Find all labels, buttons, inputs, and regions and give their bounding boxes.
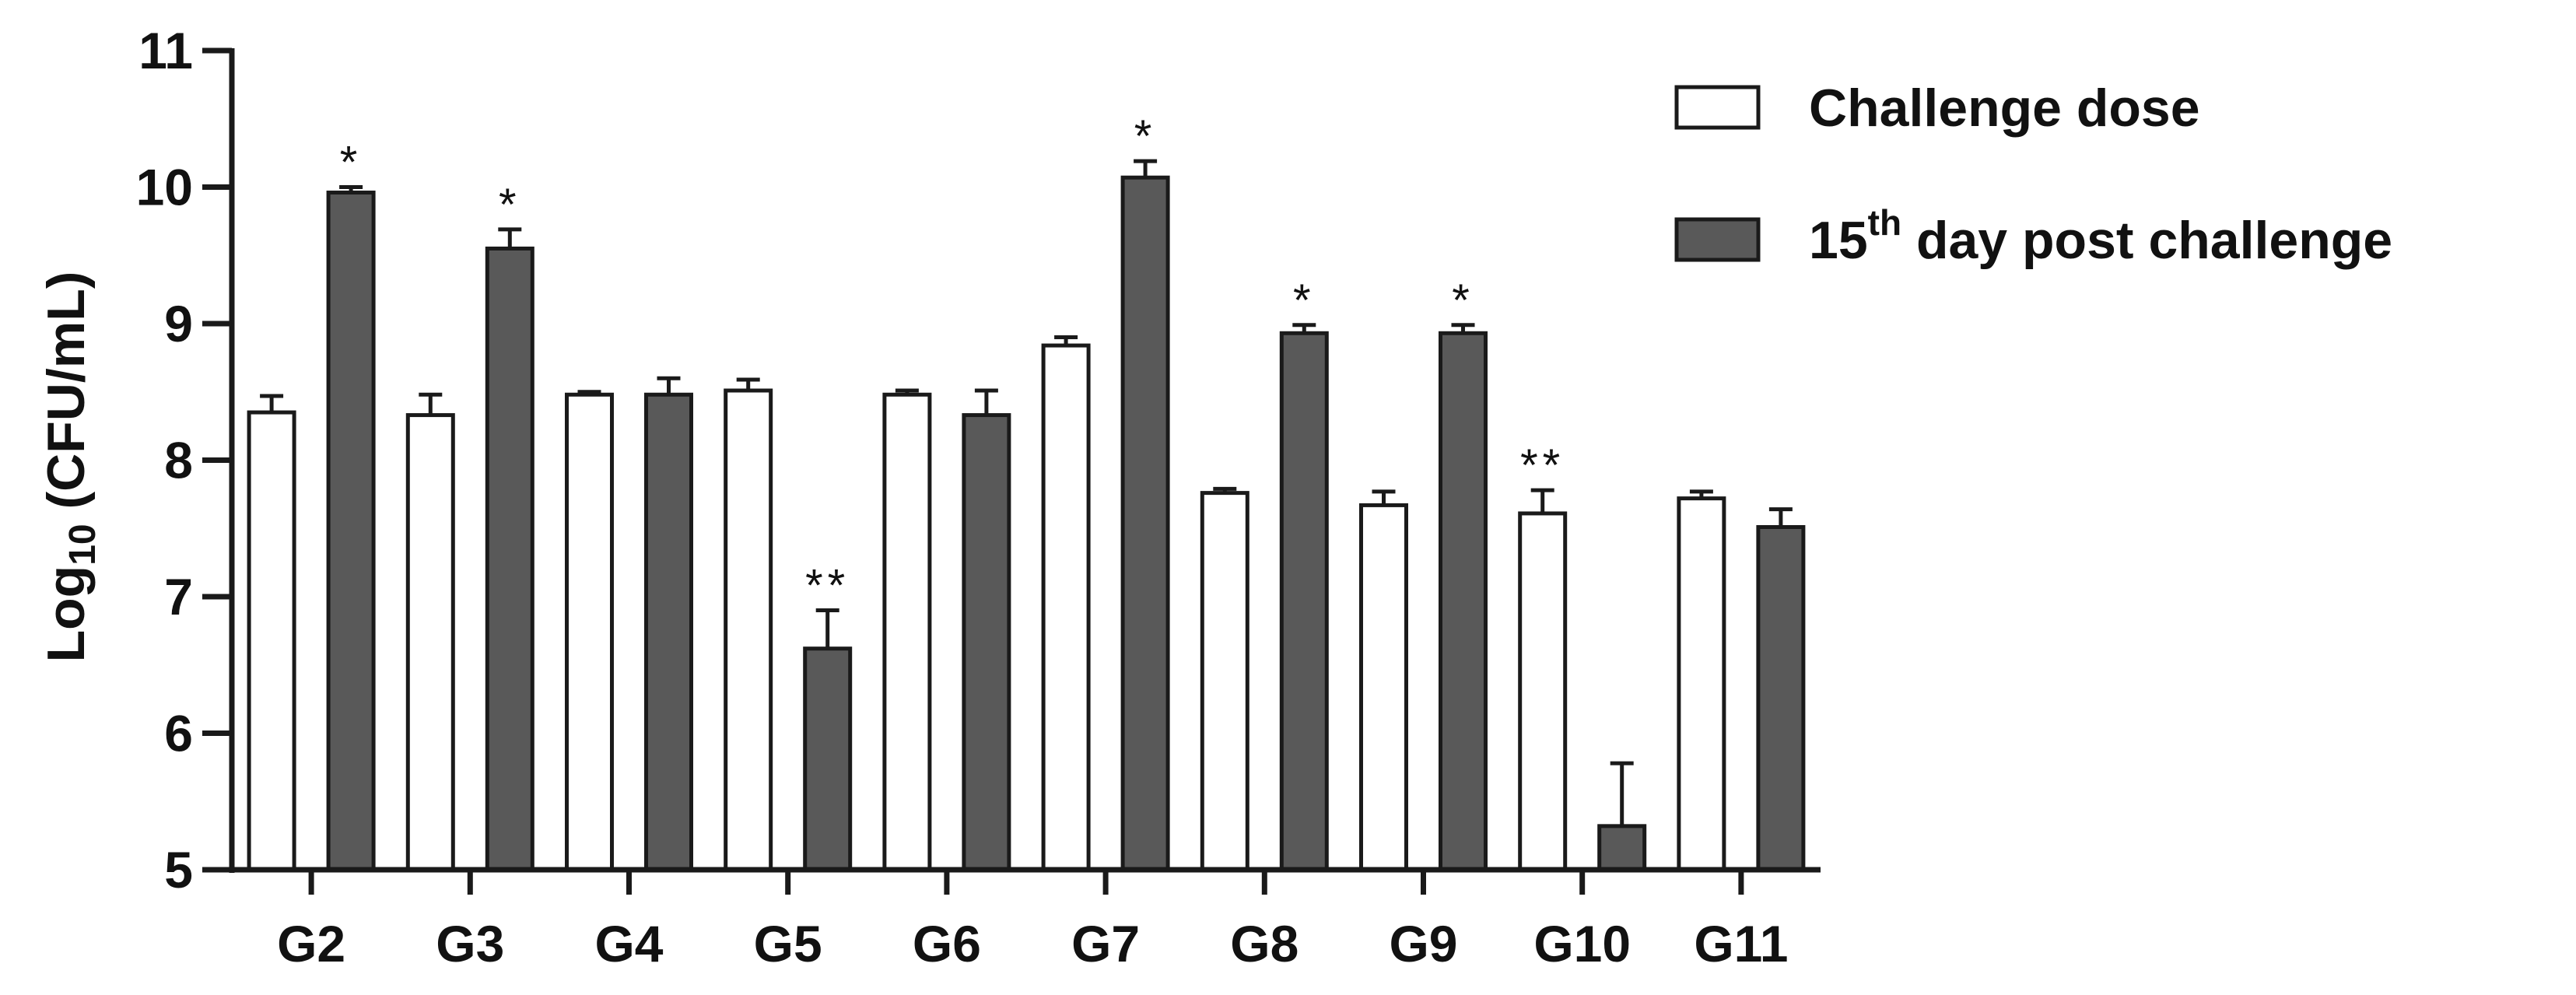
bar-group-g9: * xyxy=(1359,275,1488,872)
x-tick-label-g4: G4 xyxy=(594,915,663,972)
x-tick-label-g7: G7 xyxy=(1071,915,1140,972)
bar-group-g5: ** xyxy=(724,377,853,872)
x-tick-label-g2: G2 xyxy=(277,915,345,972)
x-tick-label-g6: G6 xyxy=(913,915,981,972)
y-axis-label-unit: (CFU/mL) xyxy=(37,272,96,524)
x-tick-label-g3: G3 xyxy=(436,915,504,972)
significance-15th-day-g8: * xyxy=(1293,275,1316,326)
x-tick-label-g10: G10 xyxy=(1533,915,1631,972)
legend-label-15th-day-number: 15 xyxy=(1809,211,1868,270)
bar-15th-day-g7 xyxy=(1120,175,1170,872)
bar-group-g11 xyxy=(1677,489,1806,872)
bar-group-g8: * xyxy=(1200,275,1329,872)
y-tick-label-7: 7 xyxy=(164,568,193,625)
bar-challenge-dose-g2 xyxy=(247,410,296,872)
y-tick-label-9: 9 xyxy=(164,295,193,352)
x-tick-label-g11: G11 xyxy=(1694,915,1788,972)
y-axis-label-main: Log xyxy=(37,566,96,663)
bar-group-g10: ** xyxy=(1518,440,1647,872)
x-tick-label-g5: G5 xyxy=(754,915,822,972)
y-tick-label-6: 6 xyxy=(164,705,193,762)
bar-group-g7: * xyxy=(1041,111,1170,872)
bar-15th-day-g6 xyxy=(962,413,1011,872)
y-axis-label: Log10 (CFU/mL) xyxy=(37,272,103,663)
legend-label-challenge-dose: Challenge dose xyxy=(1809,79,2200,138)
bar-challenge-dose-g3 xyxy=(405,413,455,872)
significance-15th-day-g7: * xyxy=(1134,111,1157,162)
y-tick-label-5: 5 xyxy=(164,841,193,899)
bar-challenge-dose-g7 xyxy=(1041,343,1091,872)
bar-15th-day-g9 xyxy=(1439,331,1488,872)
bar-challenge-dose-g8 xyxy=(1200,491,1249,872)
legend: Challenge dose 15th day post challenge xyxy=(1674,79,2392,270)
y-tick-label-11: 11 xyxy=(138,22,193,79)
bar-challenge-dose-g9 xyxy=(1359,503,1408,872)
x-tick-label-g9: G9 xyxy=(1389,915,1457,972)
bar-15th-day-g11 xyxy=(1756,524,1806,872)
significance-challenge-dose-g10: ** xyxy=(1520,440,1565,491)
bars: ****** *** xyxy=(247,111,1806,872)
bar-15th-day-g8 xyxy=(1279,331,1329,872)
bar-challenge-dose-g10 xyxy=(1518,511,1568,872)
bar-15th-day-g10 xyxy=(1597,824,1647,872)
y-tick-label-8: 8 xyxy=(164,432,193,489)
y-axis-label-subscript: 10 xyxy=(62,524,103,565)
bar-15th-day-g5 xyxy=(803,646,853,872)
bar-group-g3: * xyxy=(405,180,534,872)
bar-15th-day-g2 xyxy=(326,191,376,872)
legend-swatch-challenge-dose xyxy=(1674,85,1761,130)
bar-challenge-dose-g4 xyxy=(565,392,614,872)
bar-15th-day-g3 xyxy=(485,246,534,872)
bar-group-g4 xyxy=(565,376,693,872)
bar-group-g2: * xyxy=(247,138,376,872)
legend-swatch-15th-day xyxy=(1674,217,1761,262)
legend-label-challenge-dose-text: Challenge dose xyxy=(1809,79,2200,138)
significance-15th-day-g2: * xyxy=(340,138,363,188)
bar-challenge-dose-g5 xyxy=(724,388,773,872)
legend-label-15th-day-superscript: th xyxy=(1868,202,1901,243)
bar-challenge-dose-g11 xyxy=(1677,496,1726,872)
significance-15th-day-g5: ** xyxy=(805,561,850,611)
y-tick-label-10: 10 xyxy=(136,159,193,216)
bar-group-g6 xyxy=(882,388,1011,872)
y-axis: 5 6 7 8 9 10 11 xyxy=(136,22,235,899)
bar-15th-day-g4 xyxy=(644,392,693,872)
significance-15th-day-g3: * xyxy=(499,180,521,230)
legend-label-15th-day: 15th day post challenge xyxy=(1809,202,2392,270)
significance-15th-day-g9: * xyxy=(1452,275,1474,326)
x-axis: G2 G3 G4 G5 G6 G7 G8 G9 G10 G11 xyxy=(230,867,1821,972)
bar-challenge-dose-g6 xyxy=(882,392,932,872)
legend-label-15th-day-rest: day post challenge xyxy=(1901,211,2392,270)
x-tick-label-g8: G8 xyxy=(1230,915,1299,972)
